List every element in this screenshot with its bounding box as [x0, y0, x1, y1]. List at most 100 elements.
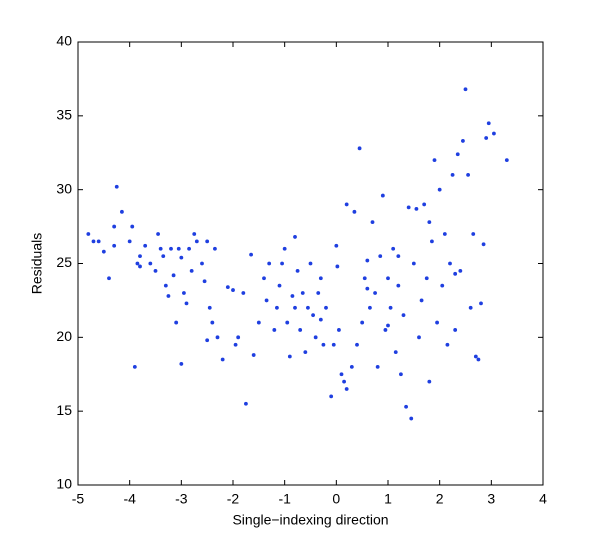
point — [427, 379, 432, 384]
point — [112, 224, 117, 229]
point — [249, 252, 253, 257]
point — [370, 220, 375, 225]
point — [236, 335, 241, 340]
x-tick-label: 4 — [539, 491, 547, 507]
x-tick-label: 2 — [436, 491, 444, 507]
point — [339, 372, 344, 377]
point — [455, 152, 460, 157]
point — [357, 146, 362, 151]
point — [171, 273, 176, 278]
point — [368, 305, 372, 310]
point — [471, 232, 476, 236]
point — [321, 342, 326, 347]
point — [295, 268, 300, 273]
point — [406, 205, 411, 210]
x-tick-label: 3 — [487, 491, 495, 507]
point — [293, 235, 297, 239]
point — [352, 209, 357, 214]
point — [112, 243, 117, 248]
point — [308, 261, 313, 266]
point — [179, 362, 184, 366]
point — [442, 232, 447, 236]
point — [210, 320, 215, 325]
point — [91, 239, 96, 244]
point — [453, 271, 458, 276]
point — [329, 394, 334, 399]
point — [182, 291, 186, 295]
point — [132, 364, 137, 369]
point — [417, 335, 421, 340]
point — [365, 258, 370, 263]
y-axis-label: Residuals — [29, 233, 45, 294]
point — [404, 404, 408, 409]
point — [213, 246, 217, 251]
point — [202, 279, 207, 284]
x-tick-label: -2 — [227, 491, 240, 507]
y-tick-label: 25 — [56, 254, 72, 270]
point — [334, 243, 339, 248]
point — [163, 283, 168, 288]
point — [445, 342, 450, 347]
point — [130, 224, 135, 229]
x-tick-label: 1 — [384, 491, 392, 507]
point — [267, 261, 272, 266]
x-tick-label: -3 — [175, 491, 188, 507]
point — [251, 353, 256, 357]
y-tick-label: 40 — [56, 33, 72, 49]
point — [396, 283, 401, 288]
point — [461, 139, 465, 143]
point — [127, 239, 132, 244]
point — [264, 298, 269, 303]
y-tick-label: 35 — [56, 107, 72, 123]
point — [430, 239, 434, 244]
point — [424, 276, 429, 281]
point — [391, 246, 396, 251]
point — [313, 335, 318, 340]
point — [448, 261, 452, 266]
point — [393, 350, 398, 354]
point — [192, 232, 197, 236]
x-tick-label: 0 — [332, 491, 340, 507]
point — [215, 335, 220, 340]
y-tick-label: 30 — [56, 180, 72, 196]
point — [453, 328, 458, 332]
point — [96, 239, 101, 244]
point — [233, 342, 238, 347]
point — [280, 261, 284, 266]
point — [440, 283, 445, 288]
point — [290, 294, 295, 298]
point — [220, 357, 225, 362]
point — [143, 243, 148, 248]
point — [386, 276, 390, 281]
point — [383, 328, 388, 332]
point — [355, 342, 359, 347]
point — [287, 354, 292, 359]
point — [194, 239, 199, 244]
point — [380, 193, 385, 198]
point — [225, 285, 230, 290]
point — [298, 328, 303, 332]
point — [342, 379, 346, 384]
point — [486, 121, 491, 126]
point — [241, 291, 246, 295]
point — [419, 298, 424, 303]
point — [114, 184, 119, 189]
y-tick-label: 10 — [56, 476, 72, 492]
point — [373, 291, 377, 295]
point — [205, 239, 210, 244]
point — [466, 173, 470, 177]
point — [432, 158, 437, 163]
point — [138, 264, 142, 269]
point — [179, 255, 184, 260]
point — [207, 305, 212, 310]
point — [176, 246, 181, 251]
point — [468, 305, 473, 310]
point — [86, 232, 91, 236]
point — [365, 286, 370, 291]
point — [138, 254, 142, 259]
point — [166, 294, 171, 298]
point — [375, 364, 380, 369]
point — [148, 261, 153, 266]
point — [231, 288, 235, 292]
